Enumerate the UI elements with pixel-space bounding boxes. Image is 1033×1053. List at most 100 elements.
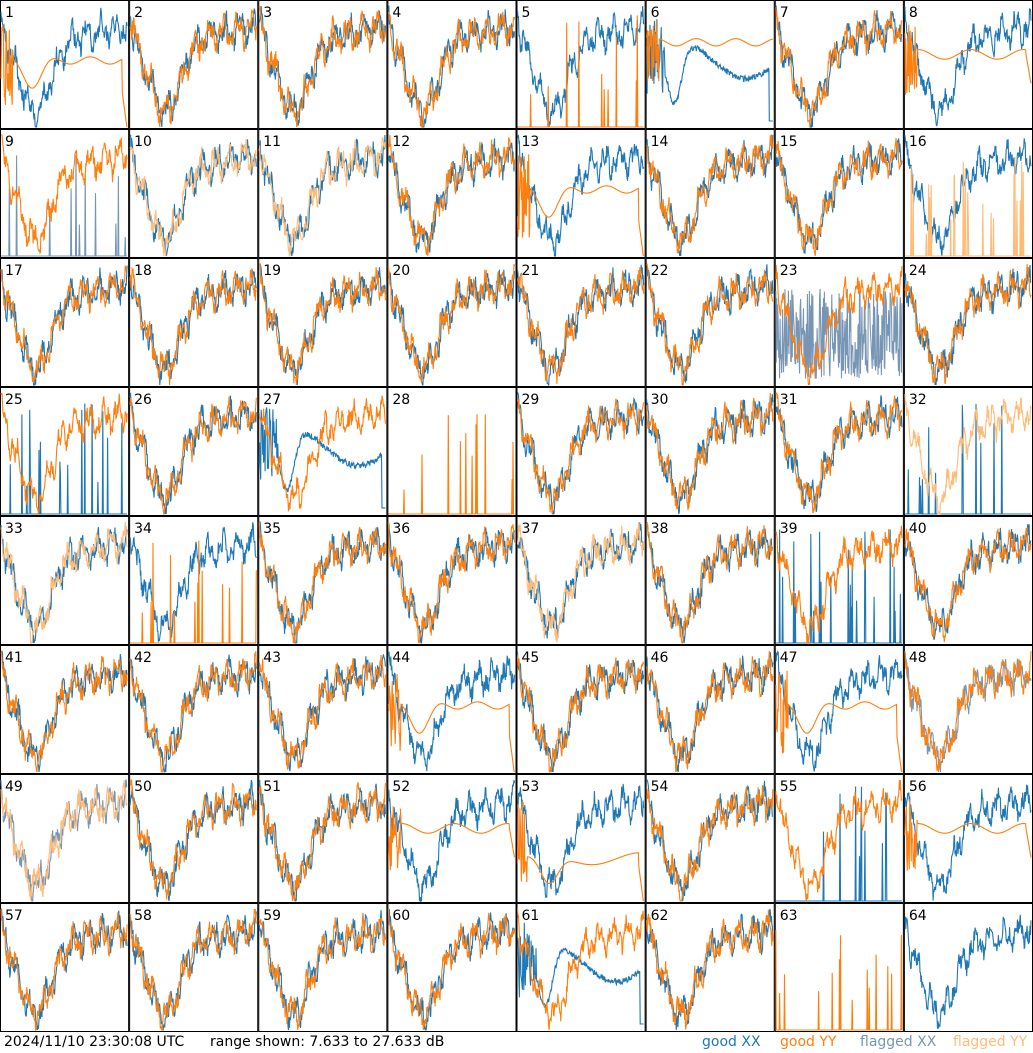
panel-53: 53 [516,774,646,903]
panel-frame [258,645,388,774]
panel-number: 16 [909,134,927,150]
panel-2: 2 [129,0,259,129]
panel-number: 28 [392,392,410,408]
panel-number: 38 [651,521,669,537]
range-label: range shown: 7.633 to 27.633 dB [210,1034,445,1050]
trace-yy [904,156,1031,257]
panel-number: 54 [651,779,669,795]
trace-xx [904,403,1031,515]
trace-xx [388,5,516,128]
trace-yy [258,5,386,128]
legend-good-yy: good YY [780,1034,837,1050]
panel-number: 14 [651,134,669,150]
panel-number: 46 [651,650,669,666]
panel-46: 46 [645,645,775,774]
panel-9: 9 [0,129,130,258]
panel-number: 56 [909,779,927,795]
panel-frame [387,645,517,774]
panel-frame [516,129,646,258]
trace-yy [258,912,386,1031]
trace-xx [904,650,1032,773]
panel-33: 33 [0,516,130,645]
panel-frame [0,774,130,903]
panel-frame [903,387,1033,516]
trace-yy [904,527,1032,643]
trace-xx [129,779,257,902]
trace-xx [775,650,903,772]
panel-number: 58 [134,908,152,924]
legend-flagged-xx: flagged XX [860,1034,937,1050]
panel-frame [387,774,517,903]
trace-xx [258,407,386,509]
panel-number: 50 [134,779,152,795]
trace-yy [775,670,903,773]
panel-39: 39 [774,516,904,645]
trace-xx [775,288,903,379]
trace-yy [129,908,257,1031]
trace-yy [516,522,645,643]
trace-yy [775,525,903,645]
trace-yy [0,650,128,773]
trace-yy [516,800,645,902]
panel-40: 40 [903,516,1033,645]
panel-number: 31 [780,392,798,408]
panel-number: 55 [780,779,798,795]
panel-23: 23 [774,258,904,387]
panel-7: 7 [774,0,904,129]
trace-yy [904,263,1032,385]
panel-12: 12 [387,129,517,258]
panel-60: 60 [387,903,517,1032]
panel-number: 59 [263,908,281,924]
trace-yy [1,134,128,255]
panel-number: 52 [392,779,410,795]
panel-51: 51 [258,774,388,903]
trace-xx [516,922,644,1025]
panel-number: 23 [780,263,798,279]
panel-number: 39 [780,521,798,537]
panel-5: 5 [516,0,646,129]
trace-yy [258,654,386,770]
panel-number: 53 [522,779,540,795]
panel-15: 15 [774,129,904,258]
trace-yy [0,24,128,128]
panel-number: 20 [392,263,410,279]
trace-yy [129,396,257,515]
trace-yy [387,134,516,256]
panel-number: 30 [651,392,669,408]
panel-number: 63 [780,908,798,924]
panel-16: 16 [903,129,1033,258]
panel-27: 27 [258,387,388,516]
trace-yy [258,395,386,512]
panel-30: 30 [645,387,775,516]
panel-43: 43 [258,645,388,774]
trace-yy [387,11,516,129]
panel-52: 52 [387,774,517,903]
panel-number: 26 [134,392,152,408]
panel-number: 5 [522,5,531,21]
trace-yy [129,650,257,773]
panel-14: 14 [645,129,775,258]
trace-yy [516,655,645,773]
timestamp-label: 2024/11/10 23:30:08 UTC [4,1034,185,1050]
trace-xx [258,134,386,257]
panel-number: 41 [5,650,23,666]
panel-4: 4 [387,0,517,129]
panel-36: 36 [387,516,517,645]
trace-yy [130,540,257,644]
panel-number: 18 [134,263,152,279]
panel-number: 57 [5,908,23,924]
panel-frame [516,0,646,129]
trace-xx [775,786,902,902]
trace-yy [129,779,257,900]
trace-xx [516,783,645,898]
panel-number: 35 [263,521,281,537]
trace-yy [259,263,386,386]
panel-number: 25 [5,392,23,408]
panel-47: 47 [774,645,904,774]
panel-number: 33 [5,521,23,537]
panel-number: 11 [263,134,281,150]
panel-frame [0,258,130,387]
trace-xx [646,263,774,384]
panel-61: 61 [516,903,646,1032]
trace-yy [517,15,644,128]
